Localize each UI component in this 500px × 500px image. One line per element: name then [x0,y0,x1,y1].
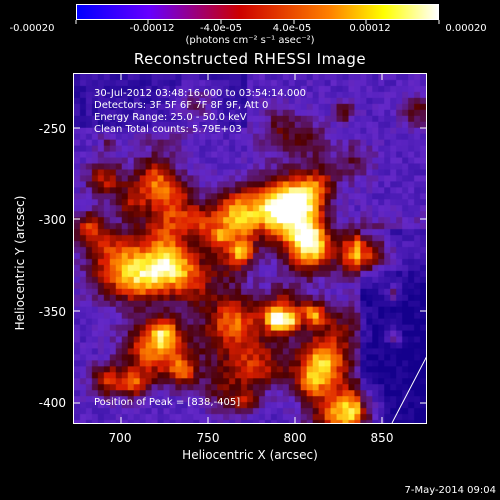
y-tick-label: -300 [38,213,66,227]
image-heatmap [74,74,426,423]
colorbar-tick-label: 0.00020 [445,23,487,34]
y-axis-label: Heliocentric Y (arcsec) [13,195,27,331]
y-tick-label: -350 [38,305,66,319]
x-axis-label: Heliocentric X (arcsec) [182,448,318,462]
info-clean-counts: Clean Total counts: 5.79E+03 [94,124,242,135]
info-detectors: Detectors: 3F 5F 6F 7F 8F 9F, Att 0 [94,100,269,111]
y-tick-label: -250 [38,122,66,136]
limb-line [391,356,426,423]
plot-overlay [391,356,426,423]
timestamp: 7-May-2014 09:04 [404,485,496,496]
y-tick-label: -400 [38,396,66,410]
x-tick-label: 850 [370,431,394,445]
rhessi-image: 30-Jul-2012 03:48:16.000 to 03:54:14.000… [73,73,427,424]
colorbar-tick-label: -4.0e-05 [200,23,242,34]
colorbar-tick-label: 4.0e-05 [272,23,312,34]
peak-position-label: Position of Peak = [838,-405] [94,397,241,408]
colorbar-tick-label: -0.00012 [129,23,175,34]
colorbar-units: (photons cm⁻² s⁻¹ asec⁻²) [185,35,315,46]
plot-title: Reconstructed RHESSI Image [133,50,367,68]
info-time-range: 30-Jul-2012 03:48:16.000 to 03:54:14.000 [94,88,306,99]
x-tick-label: 700 [108,431,132,445]
info-energy-range: Energy Range: 25.0 - 50.0 keV [94,112,247,123]
x-tick-label: 800 [283,431,307,445]
x-tick-label: 750 [196,431,220,445]
colorbar-tick-label: 0.00012 [349,23,391,34]
colorbar-tick-label: -0.00020 [9,23,55,34]
colorbar-ticks [75,20,440,24]
colorbar [76,4,439,20]
